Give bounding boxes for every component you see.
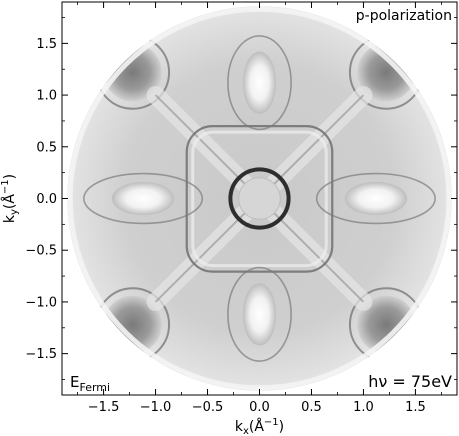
map-rim [67, 6, 452, 391]
y-axis-label-main: k [2, 214, 18, 223]
bright-ellipse [242, 51, 277, 114]
bright-ellipse [344, 181, 408, 216]
axis-ticks: −1.5 −1.0 −0.5 0.0 0.5 1.0 1.5 −1.5 −1.0 −0.5 0.0 0… [25, 2, 457, 415]
intensity-map [67, 6, 452, 391]
x-tick-label: 1.0 [353, 400, 374, 415]
ellipse-outer-contour [83, 172, 204, 225]
y-tick-label: −0.5 [25, 244, 57, 259]
bright-ellipse [242, 283, 277, 346]
y-tick-label: −1.0 [25, 295, 57, 310]
y-tick-label: 0.0 [36, 192, 57, 207]
x-axis-label-sup: −1 [264, 417, 279, 428]
y-axis-label-unit: (Å [1, 194, 18, 209]
x-axis-label-unit: (Å [249, 418, 264, 435]
y-tick-label: 1.5 [36, 37, 57, 52]
x-tick-label: −0.5 [192, 400, 224, 415]
y-axis-label-sup: −1 [0, 179, 11, 194]
y-tick-label: 1.0 [36, 89, 57, 104]
y-tick-label: 0.5 [36, 140, 57, 155]
ellipse-outer-contour [227, 266, 292, 362]
y-axis-label-sub: y [9, 209, 20, 215]
central-disc [238, 177, 281, 220]
y-tick-label: −1.5 [25, 347, 57, 362]
energy-label-main: E [70, 373, 79, 391]
x-axis-label-sub: x [243, 426, 249, 436]
x-tick-label: 1.5 [405, 400, 426, 415]
y-axis-label-end: ) [2, 174, 18, 179]
ellipse-outer-contour [315, 172, 436, 225]
x-tick-label: −1.5 [88, 400, 120, 415]
polarization-label: p-polarization [356, 8, 452, 24]
photon-energy-label: hν = 75eV [368, 372, 452, 391]
energy-label: EFermi [70, 373, 110, 394]
y-axis-label: ky(Å−1) [0, 174, 20, 223]
x-axis-label: kx(Å−1) [235, 417, 284, 436]
energy-label-sub: Fermi [79, 381, 110, 394]
x-tick-label: −1.0 [140, 400, 172, 415]
x-axis-label-end: ) [279, 419, 284, 435]
x-axis-label-main: k [235, 419, 244, 435]
bright-ellipse [111, 181, 175, 216]
x-tick-label: 0.5 [301, 400, 322, 415]
ellipse-outer-contour [227, 35, 292, 131]
central-ring [228, 167, 291, 230]
x-tick-label: 0.0 [249, 400, 270, 415]
square-pocket-inner [191, 130, 328, 268]
square-pocket [185, 125, 334, 273]
